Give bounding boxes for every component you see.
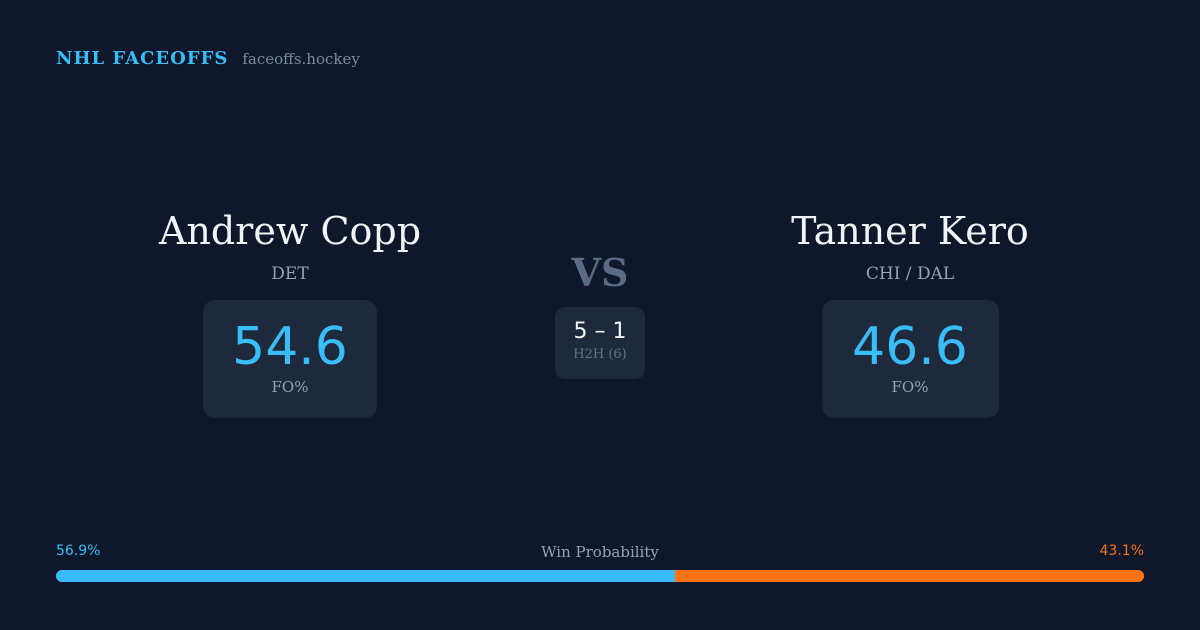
player-left-fo-label: FO% (271, 378, 309, 396)
player-right-fo-value: 46.6 (852, 317, 968, 377)
player-left-team: DET (271, 264, 309, 284)
win-probability-left-label: 56.9% (56, 543, 101, 559)
player-left-name: Andrew Copp (158, 209, 422, 253)
win-probability-right-label: 43.1% (1099, 543, 1144, 559)
win-probability-bar (56, 570, 1144, 582)
vs-label: VS (571, 250, 629, 295)
brand-site[interactable]: faceoffs.hockey (242, 50, 360, 68)
player-right-stat-card: 46.6 FO% (821, 300, 999, 418)
brand-name[interactable]: NHL FACEOFFS (56, 48, 229, 69)
player-right-fo-label: FO% (891, 378, 929, 396)
win-probability-right-fill (675, 570, 1144, 582)
head-to-head-score: 5 – 1 (573, 319, 627, 344)
player-right-name: Tanner Kero (791, 209, 1029, 253)
player-left-stat-card: 54.6 FO% (203, 300, 377, 418)
brand-header: NHL FACEOFFS faceoffs.hockey (56, 48, 360, 69)
win-probability-labels: 56.9% Win Probability 43.1% (56, 543, 1144, 563)
win-probability-title: Win Probability (541, 543, 659, 561)
win-probability-left-fill (56, 570, 676, 582)
head-to-head-card: 5 – 1 H2H (6) (555, 307, 645, 379)
player-right-team: CHI / DAL (865, 264, 955, 284)
player-right: Tanner Kero CHI / DAL 46.6 FO% (670, 208, 1150, 418)
player-left-fo-value: 54.6 (232, 317, 348, 377)
head-to-head-label: H2H (6) (573, 347, 627, 362)
player-left: Andrew Copp DET 54.6 FO% (50, 208, 530, 418)
